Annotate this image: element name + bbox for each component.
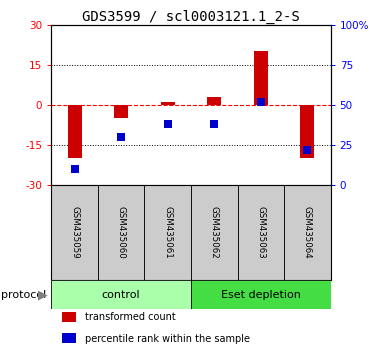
Bar (191, 185, 238, 280)
Point (71, 166, 78, 172)
Bar (62, 333, 76, 343)
Text: GSM435061: GSM435061 (163, 206, 172, 259)
Text: GSM435062: GSM435062 (210, 206, 219, 259)
Bar (114, 105, 128, 118)
Text: GSM435064: GSM435064 (303, 206, 312, 259)
Point (304, 147, 310, 153)
Text: control: control (102, 290, 141, 299)
Bar (161, 102, 175, 105)
Point (118, 134, 124, 140)
Bar (98, 185, 144, 280)
Text: GSM435063: GSM435063 (256, 206, 265, 259)
Bar (68, 105, 82, 158)
Text: protocol: protocol (1, 290, 46, 299)
Bar (191, 280, 331, 309)
Bar (238, 185, 284, 280)
Point (211, 121, 217, 127)
Bar (207, 97, 221, 105)
Bar (62, 312, 76, 322)
Text: Eset depletion: Eset depletion (221, 290, 301, 299)
Bar (284, 185, 331, 280)
Text: GSM435059: GSM435059 (70, 206, 79, 259)
Text: percentile rank within the sample: percentile rank within the sample (85, 333, 250, 343)
Point (165, 121, 171, 127)
Text: GSM435060: GSM435060 (117, 206, 126, 259)
Point (258, 99, 264, 104)
Bar (144, 185, 191, 280)
Bar (51, 280, 191, 309)
Text: transformed count: transformed count (85, 312, 176, 322)
Bar (51, 185, 98, 280)
Title: GDS3599 / scl0003121.1_2-S: GDS3599 / scl0003121.1_2-S (82, 10, 300, 24)
Bar (300, 105, 314, 158)
Text: ▶: ▶ (38, 288, 48, 301)
Bar (254, 51, 268, 105)
